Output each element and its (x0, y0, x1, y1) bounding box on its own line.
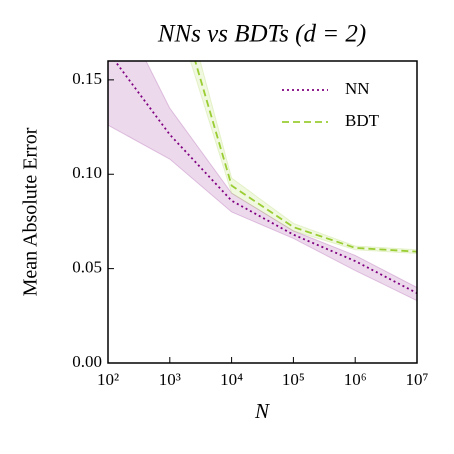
line (113, 61, 417, 294)
legend-label: BDT (345, 111, 380, 130)
chart-title: NNs vs BDTs (d = 2) (157, 21, 366, 48)
line (194, 61, 417, 253)
x-tick-label: 10³ (159, 370, 181, 389)
plot-area (108, 61, 417, 302)
legend-label: NN (345, 79, 370, 98)
x-tick-label: 10⁶ (344, 370, 367, 389)
y-tick-label: 0.05 (72, 258, 102, 277)
error-band (189, 61, 417, 255)
y-tick-label: 0.00 (72, 352, 102, 371)
x-tick-label: 10⁷ (406, 370, 429, 389)
x-axis-label: N (254, 399, 270, 423)
y-tick-label: 0.10 (72, 163, 102, 182)
y-axis-label: Mean Absolute Error (20, 127, 42, 296)
x-tick-label: 10⁵ (282, 370, 305, 389)
x-tick-label: 10⁴ (220, 370, 243, 389)
y-tick-label: 0.15 (72, 69, 102, 88)
x-tick-label: 10² (97, 370, 119, 389)
axes-frame (107, 60, 418, 364)
